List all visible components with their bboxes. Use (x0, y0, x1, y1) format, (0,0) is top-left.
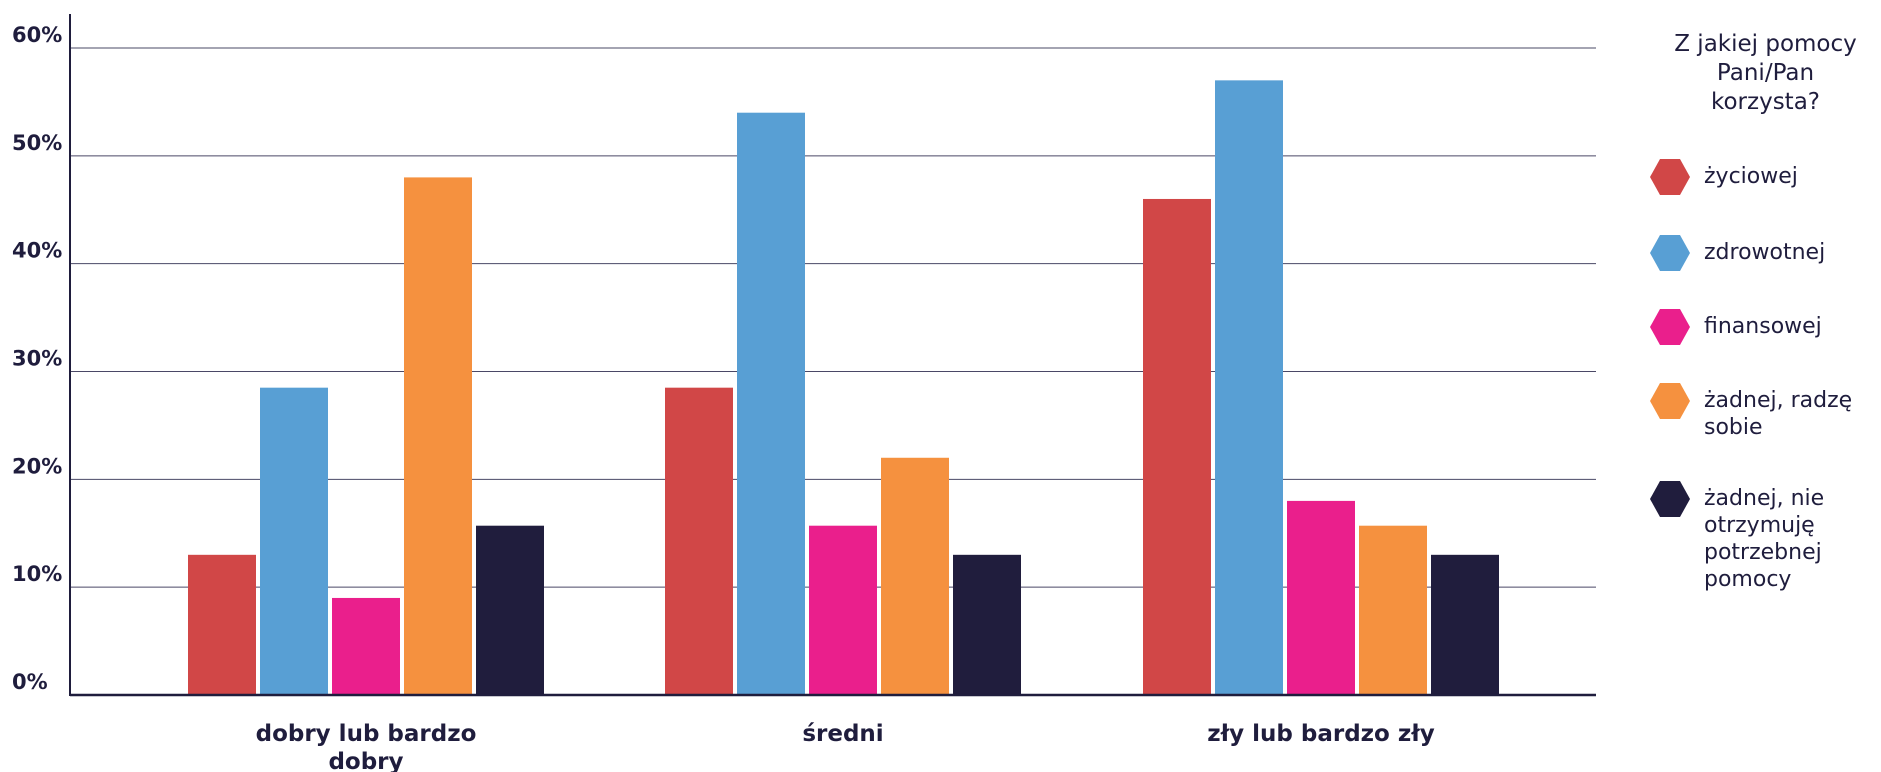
legend-item-3: finansowej (1650, 309, 1875, 345)
category-label: zły lub bardzo zły (1207, 721, 1435, 747)
legend-label-line: potrzebnej (1704, 540, 1822, 565)
legend-item-5: żadnej, nie otrzymuję potrzebnej pomocy (1650, 481, 1875, 593)
category-label-line: średni (802, 721, 883, 747)
axes (69, 14, 1596, 697)
bar-4-1 (404, 177, 472, 695)
legend-swatch-hexagon-icon (1650, 159, 1690, 195)
legend-swatch-hexagon-icon (1650, 383, 1690, 419)
legend-item-1: życiowej (1650, 159, 1875, 195)
bar-2-1 (260, 387, 328, 695)
bar-3-2 (809, 525, 877, 695)
category-label-line: dobry (328, 749, 403, 772)
legend-label-line: sobie (1704, 415, 1763, 440)
y-tick-label: 60% (12, 23, 62, 47)
legend-label: finansowej (1704, 313, 1874, 340)
y-tick-label: 20% (12, 454, 62, 478)
legend-label-line: zdrowotnej (1704, 240, 1826, 265)
y-tick-label: 50% (12, 131, 62, 155)
category-label-line: zły lub bardzo zły (1207, 721, 1435, 747)
y-tick-label: 30% (12, 347, 62, 371)
legend-label-line: życiowej (1704, 164, 1798, 189)
legend-swatch-shape (1650, 481, 1690, 517)
legend-label-line: otrzymuję (1704, 513, 1815, 538)
legend-label-line: pomocy (1704, 567, 1792, 592)
legend-label-line: finansowej (1704, 314, 1822, 339)
legend-swatch-shape (1650, 159, 1690, 195)
legend-swatch-shape (1650, 235, 1690, 271)
y-tick-label: 10% (12, 562, 62, 586)
legend-title-line: korzysta? (1710, 89, 1820, 115)
bar-3-3 (1287, 500, 1355, 695)
bar-1-2 (665, 387, 733, 695)
bar-1-3 (1143, 198, 1211, 695)
bar-4-3 (1359, 525, 1427, 695)
y-tick-label: 0% (12, 670, 48, 694)
legend-title-line: Pani/Pan (1716, 60, 1815, 86)
legend-title-line: Z jakiej pomocy (1674, 31, 1857, 57)
legend-label-line: żadnej, nie (1704, 486, 1825, 511)
category-label: dobry lub bardzo dobry (256, 721, 477, 772)
legend-swatch-shape (1650, 309, 1690, 345)
bar-3-1 (332, 597, 400, 695)
bar-4-2 (881, 457, 949, 695)
y-tick-label: 40% (12, 239, 62, 263)
bar-5-2 (953, 554, 1021, 695)
bar-5-3 (1431, 554, 1499, 695)
bar-2-2 (737, 112, 805, 695)
legend-item-4: żadnej, radzę sobie (1650, 383, 1875, 441)
legend-label-line: żadnej, radzę (1704, 388, 1853, 413)
legend-title: Z jakiej pomocy Pani/Pan korzysta? (1650, 30, 1875, 117)
bar-1-1 (188, 554, 256, 695)
legend: Z jakiej pomocy Pani/Pan korzysta? życiowe… (1650, 30, 1875, 627)
legend-label: żadnej, radzę sobie (1704, 387, 1874, 441)
x-axis-categories: dobry lub bardzo dobry średni zły lub bardz… (256, 721, 1435, 772)
bars (188, 80, 1499, 696)
legend-swatch-hexagon-icon (1650, 309, 1690, 345)
legend-swatch-hexagon-icon (1650, 481, 1690, 517)
category-label: średni (802, 721, 883, 747)
legend-item-2: zdrowotnej (1650, 235, 1875, 271)
y-axis-ticks: 0% 10% 20% 30% 40% 50% 60% (12, 23, 62, 694)
bar-5-1 (476, 525, 544, 695)
category-label-line: dobry lub bardzo (256, 721, 477, 747)
legend-label: życiowej (1704, 163, 1874, 190)
legend-label: żadnej, nie otrzymuję potrzebnej pomocy (1704, 485, 1874, 593)
legend-swatch-hexagon-icon (1650, 235, 1690, 271)
legend-label: zdrowotnej (1704, 239, 1874, 266)
legend-swatch-shape (1650, 383, 1690, 419)
legend-items: życiowej zdrowotnej finansowej żadnej, radz… (1650, 159, 1875, 593)
bar-2-3 (1215, 80, 1283, 696)
